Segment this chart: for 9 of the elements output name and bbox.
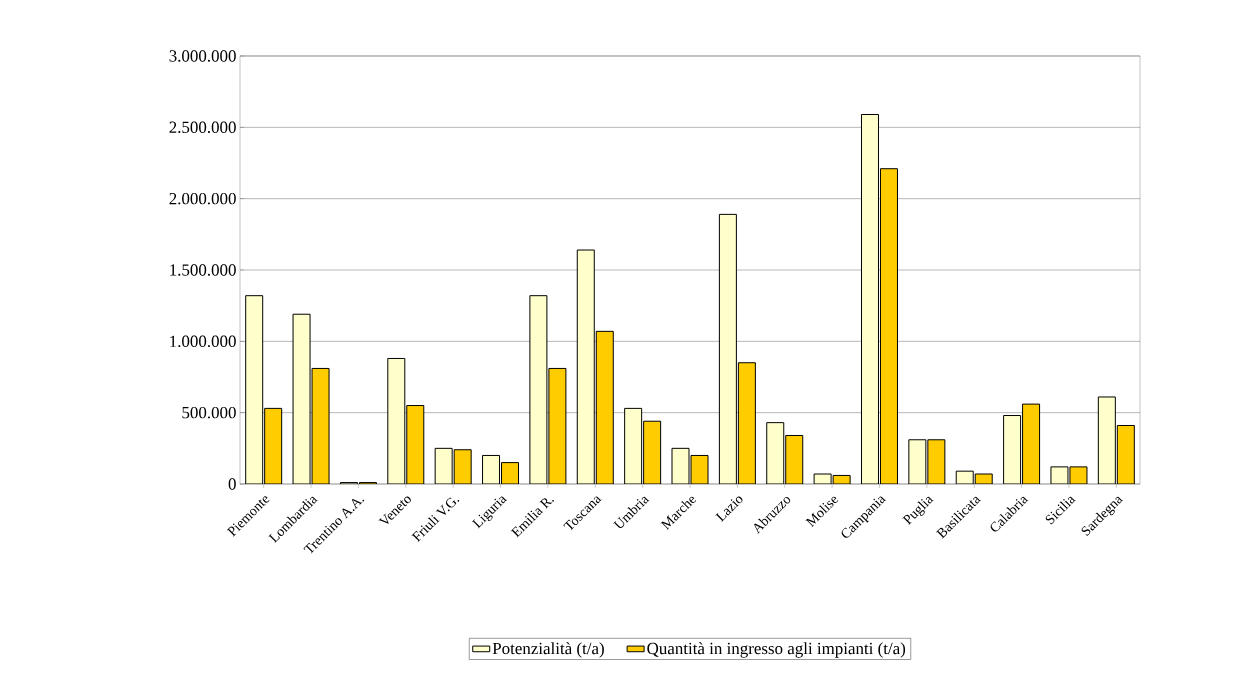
y-tick-label: 0 — [228, 478, 236, 490]
y-tick-label: 2.000.000 — [169, 192, 236, 205]
legend-label: Potenzialità (t/a) — [492, 642, 604, 658]
y-tick-label: 500.000 — [182, 406, 236, 419]
y-tick-label: 3.000.000 — [169, 50, 236, 62]
legend-label: Quantità in ingresso agli impianti (t/a) — [647, 642, 906, 658]
y-tick-label: 1.500.000 — [170, 264, 236, 276]
y-tick-label: 2.500.000 — [169, 121, 236, 134]
y-tick-label: 1.000.000 — [170, 335, 236, 348]
